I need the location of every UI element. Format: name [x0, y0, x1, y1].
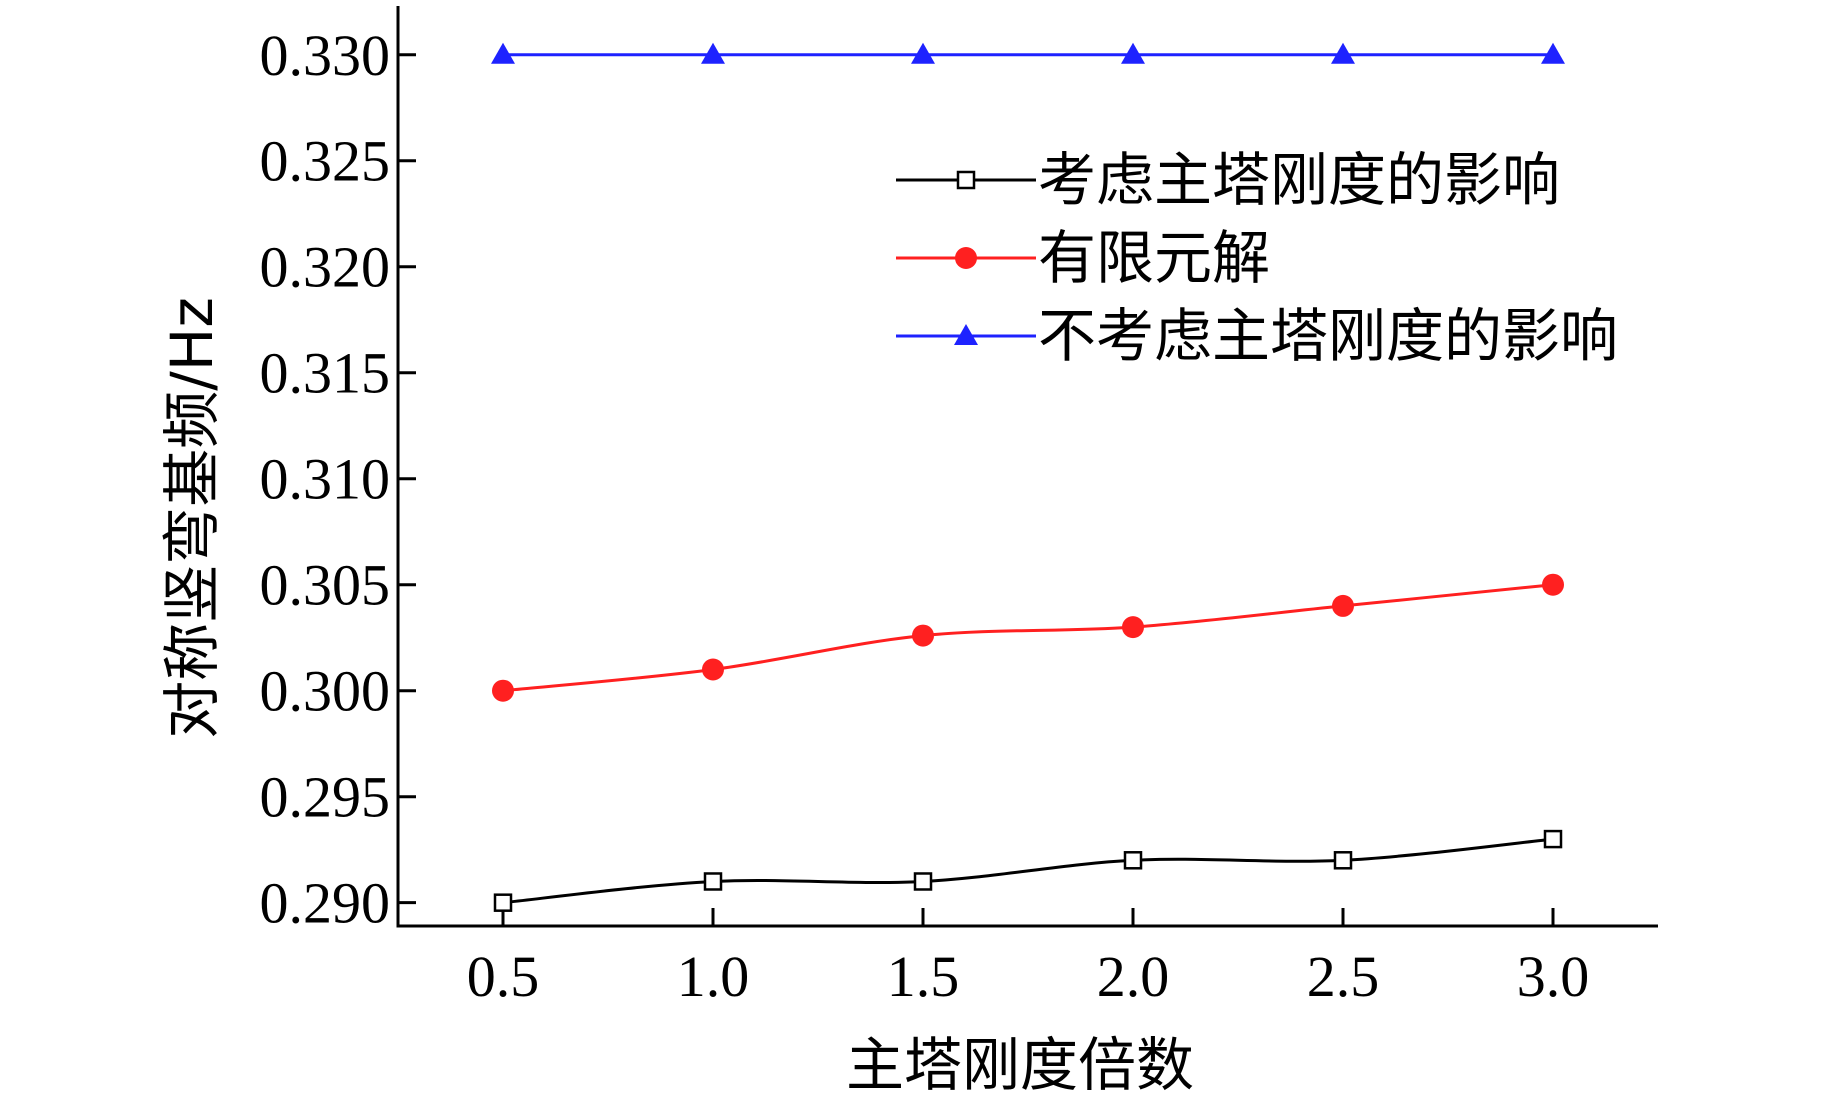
legend-item-finite-element: 有限元解: [896, 224, 1270, 292]
x-tick-label: 3.0: [1517, 944, 1590, 1009]
data-point: [1122, 616, 1144, 639]
series-ignoring-tower-stiffness: [491, 42, 1565, 64]
x-axis-ticks: 0.5 1.0 1.5 2.0 2.5 3.0: [467, 908, 1590, 1009]
x-tick-label: 2.5: [1307, 944, 1380, 1009]
data-point: [703, 872, 723, 891]
data-point: [493, 893, 513, 912]
y-tick-label: 0.325: [260, 129, 391, 194]
legend-marker: [954, 324, 978, 345]
data-point: [1333, 851, 1353, 870]
x-tick-label: 2.0: [1097, 944, 1170, 1009]
data-point: [1123, 851, 1143, 870]
series-finite-element: [492, 573, 1564, 702]
y-tick-label: 0.295: [260, 765, 391, 830]
y-tick-label: 0.290: [260, 871, 391, 936]
data-point: [1332, 594, 1354, 617]
legend-marker: [956, 170, 976, 190]
legend-label: 不考虑主塔刚度的影响: [1038, 302, 1618, 370]
legend-item-ignoring-tower-stiffness: 不考虑主塔刚度的影响: [896, 302, 1618, 370]
y-tick-label: 0.330: [260, 23, 391, 88]
y-tick-label: 0.305: [260, 553, 391, 618]
data-point: [913, 872, 933, 891]
data-point: [491, 42, 515, 64]
x-axis-title: 主塔刚度倍数: [846, 1031, 1194, 1099]
axes: [396, 6, 1658, 928]
data-point: [1542, 573, 1564, 596]
data-point: [1121, 42, 1145, 64]
data-point: [1331, 42, 1355, 64]
y-tick-label: 0.300: [260, 659, 391, 724]
legend-label: 有限元解: [1038, 224, 1270, 292]
x-tick-label: 0.5: [467, 944, 540, 1009]
y-tick-label: 0.310: [260, 447, 391, 512]
y-axis-ticks: 0.290 0.295 0.300 0.305 0.310 0.315 0.320 0.325…: [260, 23, 416, 936]
data-point: [702, 658, 724, 681]
data-point: [701, 42, 725, 64]
series-line-considering-tower-stiffness: [502, 837, 1554, 905]
legend-item-considering-tower-stiffness: 考虑主塔刚度的影响: [896, 146, 1560, 214]
data-point: [911, 42, 935, 64]
series-line-finite-element: [502, 583, 1554, 693]
x-tick-label: 1.0: [677, 944, 750, 1009]
y-tick-label: 0.320: [260, 235, 391, 300]
data-point: [492, 679, 514, 702]
y-tick-label: 0.315: [260, 341, 391, 406]
series-considering-tower-stiffness: [493, 829, 1563, 912]
data-point: [912, 624, 934, 647]
y-axis-title: 对称竖弯基频/Hz: [158, 297, 226, 739]
legend-marker: [955, 247, 977, 269]
data-point: [1541, 42, 1565, 64]
data-point: [1543, 829, 1563, 849]
x-tick-label: 1.5: [887, 944, 960, 1009]
legend-label: 考虑主塔刚度的影响: [1038, 146, 1560, 214]
series-group: [491, 42, 1565, 912]
